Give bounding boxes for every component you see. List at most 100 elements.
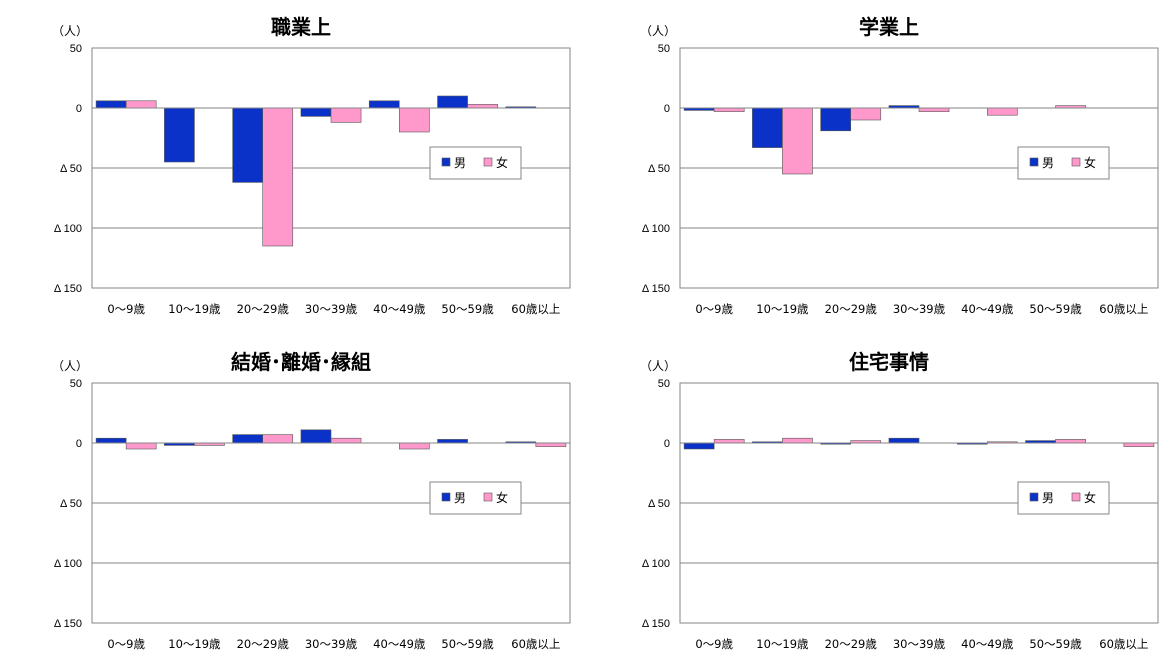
x-tick-label: 50～59歳 bbox=[441, 637, 494, 651]
x-tick-label: 60歳以上 bbox=[1099, 302, 1148, 316]
legend-label: 男 bbox=[454, 491, 466, 505]
legend: 男女 bbox=[429, 481, 522, 515]
x-tick-label: 20～29歳 bbox=[825, 302, 878, 316]
x-tick-label: 0～9歳 bbox=[107, 302, 145, 316]
bar-male bbox=[300, 429, 332, 444]
bar-female bbox=[1055, 439, 1086, 444]
y-tick-label: Δ 150 bbox=[642, 283, 670, 295]
y-tick-label: 50 bbox=[70, 43, 82, 55]
bar-male bbox=[232, 434, 264, 444]
bar-female bbox=[1123, 442, 1155, 447]
y-tick-label: 50 bbox=[658, 43, 670, 55]
bar-male bbox=[95, 100, 127, 109]
x-tick-label: 10～19歳 bbox=[168, 302, 221, 316]
legend-swatch bbox=[483, 157, 493, 167]
bar-male bbox=[164, 107, 195, 163]
y-tick-label: Δ 150 bbox=[54, 283, 82, 295]
chart-title: 住宅事情 bbox=[849, 350, 929, 374]
x-tick-label: 40～49歳 bbox=[373, 637, 426, 651]
x-tick-label: 0～9歳 bbox=[695, 637, 733, 651]
legend-label: 女 bbox=[496, 490, 508, 505]
x-tick-label: 20～29歳 bbox=[237, 302, 290, 316]
bar-female bbox=[713, 107, 745, 112]
legend-label: 男 bbox=[1042, 156, 1054, 170]
chart-title: 職業上 bbox=[271, 15, 331, 39]
legend-swatch bbox=[441, 157, 451, 167]
x-tick-label: 30～39歳 bbox=[893, 637, 946, 651]
y-unit-label: （人） bbox=[52, 359, 88, 373]
bar-female bbox=[262, 434, 294, 444]
chart-housing: 住宅事情 （人） 50 0 Δ 50 Δ 100 Δ 150 0～9歳 10～19歳 20～29歳… bbox=[588, 335, 1168, 660]
chart-svg: 職業上 （人） 50 0 Δ 50 Δ 100 Δ 150 0～9歳 10～19歳 20～29歳 3… bbox=[52, 15, 571, 316]
x-tick-label: 50～59歳 bbox=[1029, 637, 1082, 651]
y-tick-label: 50 bbox=[658, 378, 670, 390]
x-tick-label: 60歳以上 bbox=[511, 302, 560, 316]
bar-male bbox=[300, 107, 332, 117]
y-tick-label: Δ 50 bbox=[60, 163, 82, 175]
bar-male bbox=[820, 107, 852, 132]
bar-female bbox=[398, 107, 430, 133]
bar-female bbox=[850, 107, 882, 121]
x-tick-label: 10～19歳 bbox=[168, 637, 221, 651]
legend-swatch bbox=[483, 492, 493, 502]
legend-swatch bbox=[441, 492, 451, 502]
x-tick-label: 40～49歳 bbox=[373, 302, 426, 316]
bar-male bbox=[888, 437, 920, 444]
bar-female bbox=[125, 442, 157, 450]
legend-swatch bbox=[1071, 157, 1081, 167]
legend-label: 女 bbox=[1084, 490, 1096, 505]
y-tick-label: 0 bbox=[76, 438, 82, 450]
bar-male bbox=[232, 107, 264, 183]
bar-female bbox=[330, 437, 362, 444]
chart-title: 学業上 bbox=[859, 15, 919, 39]
legend-swatch bbox=[1029, 492, 1039, 502]
x-tick-label: 60歳以上 bbox=[1099, 637, 1148, 651]
x-tick-label: 0～9歳 bbox=[695, 302, 733, 316]
legend: 男女 bbox=[429, 146, 522, 180]
chart-marriage: 結婚･離婚･縁組 （人） 50 0 Δ 50 Δ 100 Δ 150 0～9歳 10～19歳 20… bbox=[0, 335, 580, 660]
x-tick-label: 60歳以上 bbox=[511, 637, 560, 651]
legend: 男女 bbox=[1017, 481, 1110, 515]
y-tick-label: Δ 50 bbox=[648, 498, 670, 510]
bar-female bbox=[535, 442, 567, 447]
chart-svg: 結婚･離婚･縁組 （人） 50 0 Δ 50 Δ 100 Δ 150 0～9歳 10～19歳 20… bbox=[52, 350, 571, 651]
legend-swatch bbox=[1071, 492, 1081, 502]
bar-female bbox=[398, 442, 430, 450]
y-tick-label: 50 bbox=[70, 378, 82, 390]
x-tick-label: 0～9歳 bbox=[107, 637, 145, 651]
x-tick-label: 10～19歳 bbox=[756, 637, 809, 651]
y-tick-label: Δ 100 bbox=[54, 223, 82, 235]
y-unit-label: （人） bbox=[52, 24, 88, 38]
legend: 男女 bbox=[1017, 146, 1110, 180]
bar-male bbox=[437, 95, 468, 109]
x-tick-label: 50～59歳 bbox=[441, 302, 494, 316]
bar-male bbox=[95, 437, 127, 444]
y-tick-label: Δ 150 bbox=[642, 618, 670, 630]
bar-female bbox=[125, 100, 157, 109]
bar-female bbox=[918, 107, 950, 112]
chart-svg: 学業上 （人） 50 0 Δ 50 Δ 100 Δ 150 0～9歳 10～19歳 20～29歳 3… bbox=[640, 15, 1159, 316]
bar-female bbox=[330, 107, 362, 123]
legend-label: 女 bbox=[1084, 155, 1096, 170]
x-tick-label: 40～49歳 bbox=[961, 637, 1014, 651]
y-tick-label: Δ 50 bbox=[648, 163, 670, 175]
bar-male bbox=[437, 439, 468, 444]
chart-svg: 住宅事情 （人） 50 0 Δ 50 Δ 100 Δ 150 0～9歳 10～19歳 20～29歳… bbox=[640, 350, 1159, 651]
y-tick-label: Δ 100 bbox=[642, 558, 670, 570]
chart-title: 結婚･離婚･縁組 bbox=[231, 350, 371, 374]
bar-female bbox=[713, 439, 745, 444]
chart-occupation: 職業上 （人） 50 0 Δ 50 Δ 100 Δ 150 0～9歳 10～19歳 20～29歳 3… bbox=[0, 0, 580, 325]
x-tick-label: 50～59歳 bbox=[1029, 302, 1082, 316]
x-tick-label: 20～29歳 bbox=[825, 637, 878, 651]
bar-male bbox=[683, 442, 715, 450]
bar-female bbox=[782, 107, 813, 175]
y-tick-label: Δ 150 bbox=[54, 618, 82, 630]
legend-label: 男 bbox=[454, 156, 466, 170]
x-tick-label: 30～39歳 bbox=[305, 302, 358, 316]
y-tick-label: Δ 100 bbox=[54, 558, 82, 570]
y-tick-label: 0 bbox=[664, 103, 670, 115]
x-tick-label: 10～19歳 bbox=[756, 302, 809, 316]
bar-female bbox=[782, 437, 813, 444]
bar-female bbox=[262, 107, 294, 247]
y-tick-label: Δ 50 bbox=[60, 498, 82, 510]
